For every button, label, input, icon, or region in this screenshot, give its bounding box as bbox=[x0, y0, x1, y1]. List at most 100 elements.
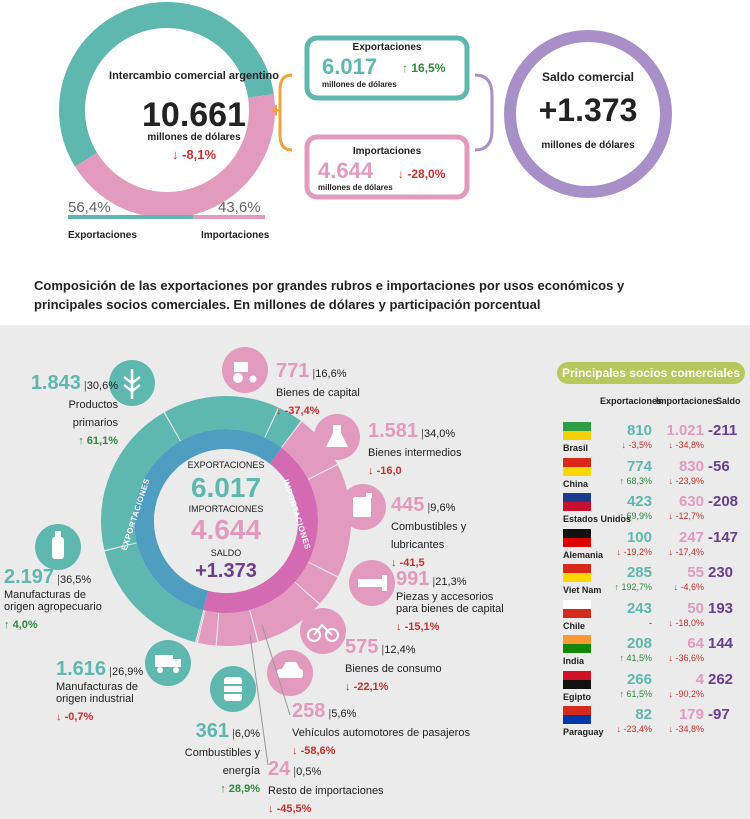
item-pct: 16,6% bbox=[315, 368, 347, 380]
country-name: Viet Nam bbox=[563, 585, 602, 595]
partner-imports-change: ↓ -34,8% bbox=[668, 724, 704, 734]
center-saldo-value: +1.373 bbox=[195, 560, 257, 582]
partner-exports-change: ↓ -23,4% bbox=[616, 724, 652, 734]
up-arrow-icon: ↑ bbox=[402, 61, 412, 75]
donut-unit: millones de dólares bbox=[147, 132, 241, 143]
partner-imports-change: ↓ -18,0% bbox=[668, 617, 704, 628]
partner-exports-change: ↓ -19,2% bbox=[616, 546, 652, 557]
partner-exports: 243 bbox=[626, 599, 652, 617]
donut-slice-exports bbox=[58, 1, 274, 167]
exports-box-title: Exportaciones bbox=[352, 42, 422, 53]
country-name: Brasil bbox=[563, 443, 589, 453]
up-arrow-icon: ↑ bbox=[220, 783, 229, 795]
partner-saldo: 193 bbox=[708, 599, 734, 617]
partner-saldo: -97 bbox=[708, 706, 730, 723]
donut-title: Intercambio comercial argentino bbox=[109, 70, 279, 82]
item-change: ↓ -16,0 bbox=[368, 465, 402, 477]
country-name: Chile bbox=[563, 620, 586, 631]
import-item-resto: 24 |0,5% Resto de importaciones ↓ -45,5% bbox=[268, 758, 384, 815]
partner-exports-change: ↑ 68,3% bbox=[619, 475, 652, 486]
item-value: 1.616 bbox=[56, 658, 107, 680]
imports-legend: Importaciones bbox=[201, 230, 270, 241]
exports-box-change: ↑ 16,5% bbox=[402, 61, 446, 75]
down-arrow-icon: ↓ bbox=[396, 621, 405, 633]
item-name: Bienes de consumo bbox=[345, 663, 442, 675]
screw-icon bbox=[349, 560, 395, 606]
item-change: ↑ 61,1% bbox=[78, 435, 118, 447]
item-pct: 6,0% bbox=[234, 728, 260, 740]
partner-imports: 55 bbox=[687, 564, 704, 581]
import-ring-slice bbox=[295, 562, 338, 604]
inner-ring-imports bbox=[203, 447, 319, 613]
item-value: 991 bbox=[396, 568, 430, 590]
item-name: Productos primarios bbox=[68, 399, 118, 429]
partner-saldo: -147 bbox=[708, 528, 739, 546]
item-name: Piezas y accesorios para bienes de capit… bbox=[396, 591, 504, 615]
partner-imports-change: ↓ -17,4% bbox=[668, 546, 704, 557]
country-name: Paraguay bbox=[563, 727, 604, 737]
composition-chart bbox=[35, 347, 395, 766]
composition-inner-ring bbox=[134, 429, 319, 613]
col-exp-header: Exportaciones bbox=[600, 396, 663, 406]
partner-saldo: -211 bbox=[708, 422, 738, 439]
leader-lines bbox=[249, 624, 291, 766]
center-saldo-label: SALDO bbox=[210, 548, 242, 558]
tractor-icon bbox=[222, 347, 268, 393]
item-name: Bienes intermedios bbox=[368, 447, 462, 459]
partner-imports: 247 bbox=[678, 528, 704, 546]
import-ring-slice bbox=[308, 465, 351, 577]
exports-legend: Exportaciones bbox=[68, 230, 137, 241]
item-change: ↓ -15,1% bbox=[396, 621, 440, 633]
item-name: Vehículos automotores de pasajeros bbox=[292, 727, 470, 739]
inner-ring-exports bbox=[134, 429, 282, 611]
partner-exports-change: - bbox=[649, 617, 652, 628]
item-value: 24 bbox=[268, 758, 291, 780]
partner-exports-change: ↑ 69,9% bbox=[619, 511, 652, 521]
item-change: ↑ 28,9% bbox=[220, 783, 260, 795]
exports-underline bbox=[68, 215, 193, 219]
partner-imports: 630 bbox=[678, 493, 704, 510]
partner-imports-change: ↓ -90,2% bbox=[668, 688, 704, 699]
bicycle-icon bbox=[300, 608, 346, 654]
import-ring-slice bbox=[281, 421, 338, 480]
connector-left bbox=[278, 73, 293, 152]
donut-value: 10.661 bbox=[142, 96, 246, 134]
partner-imports: 4 bbox=[695, 670, 704, 688]
partner-imports-change: ↓ -4,6% bbox=[673, 582, 704, 592]
partner-exports: 285 bbox=[626, 564, 652, 581]
up-arrow-icon: ↑ bbox=[4, 619, 13, 631]
import-item-capital: 771 |16,6% Bienes de capital ↓ -37,4% bbox=[276, 360, 360, 417]
partner-imports: 64 bbox=[687, 635, 704, 652]
export-item-moa: 2.197 |36,5% Manufacturas de origen agro… bbox=[4, 566, 120, 633]
item-name: Manufacturas de origen industrial bbox=[56, 681, 138, 705]
exports-box bbox=[304, 35, 470, 101]
col-saldo-header: Saldo bbox=[716, 396, 741, 406]
partner-imports: 50 bbox=[687, 599, 704, 617]
export-item-moi: 1.616 |26,9% Manufacturas de origen indu… bbox=[56, 658, 144, 723]
item-change: ↓ -22,1% bbox=[345, 681, 389, 693]
item-value: 445 bbox=[391, 494, 425, 516]
item-pct: 0,5% bbox=[296, 766, 322, 778]
down-arrow-icon: ↓ bbox=[398, 167, 408, 181]
trade-donut bbox=[58, 1, 275, 218]
partner-exports: 423 bbox=[626, 493, 652, 510]
import-item-combustibles: 445 |9,6% Combustibles y lubricantes ↓ -… bbox=[391, 494, 467, 569]
partner-saldo: -208 bbox=[708, 493, 739, 510]
item-pct: 9,6% bbox=[430, 502, 456, 514]
partner-imports-change: ↓ -34,8% bbox=[668, 440, 704, 450]
connector-right bbox=[474, 73, 494, 152]
wheat-icon bbox=[109, 360, 155, 406]
exports-box-value: 6.017 bbox=[322, 54, 378, 79]
partner-exports: 208 bbox=[626, 635, 652, 652]
flag-icon bbox=[563, 528, 591, 547]
up-arrow-icon: ↑ bbox=[78, 435, 87, 447]
balance-unit: millones de dólares bbox=[541, 140, 635, 151]
import-ring-slice bbox=[196, 610, 205, 643]
partner-imports-change: ↓ -36,6% bbox=[668, 653, 704, 663]
flag-icon bbox=[563, 457, 591, 476]
flag-icon bbox=[563, 635, 591, 653]
partner-exports-change: ↑ 192,7% bbox=[614, 582, 652, 592]
flag-icon bbox=[563, 493, 591, 511]
import-ring-slice bbox=[198, 610, 219, 646]
item-value: 258 bbox=[292, 700, 326, 722]
